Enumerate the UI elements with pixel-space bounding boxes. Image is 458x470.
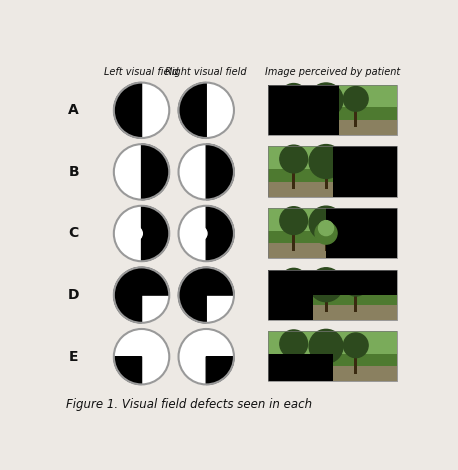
Circle shape bbox=[179, 144, 234, 200]
Wedge shape bbox=[206, 357, 234, 384]
Bar bbox=[268, 208, 397, 258]
Text: B: B bbox=[69, 165, 79, 179]
Text: E: E bbox=[69, 350, 78, 364]
Bar bbox=[268, 181, 397, 196]
Circle shape bbox=[344, 86, 368, 111]
Circle shape bbox=[280, 84, 308, 111]
Bar bbox=[292, 339, 295, 374]
Bar bbox=[268, 85, 397, 108]
Circle shape bbox=[114, 267, 169, 323]
Text: Left visual field: Left visual field bbox=[104, 67, 179, 77]
Wedge shape bbox=[206, 144, 234, 200]
Circle shape bbox=[114, 329, 169, 384]
Bar bbox=[325, 277, 327, 312]
Bar bbox=[292, 216, 295, 251]
Circle shape bbox=[319, 220, 333, 235]
Wedge shape bbox=[142, 144, 169, 200]
Bar bbox=[354, 93, 357, 127]
Wedge shape bbox=[179, 267, 234, 323]
Bar bbox=[268, 243, 397, 258]
Bar bbox=[325, 154, 327, 189]
Bar bbox=[268, 147, 397, 196]
Bar bbox=[268, 147, 397, 196]
Circle shape bbox=[280, 145, 308, 173]
Circle shape bbox=[280, 330, 308, 358]
Bar bbox=[333, 147, 397, 196]
Bar bbox=[268, 120, 397, 135]
Circle shape bbox=[309, 206, 343, 240]
Circle shape bbox=[309, 329, 343, 363]
Bar bbox=[325, 216, 327, 251]
Circle shape bbox=[179, 267, 234, 323]
Bar bbox=[292, 154, 295, 189]
Circle shape bbox=[179, 329, 234, 384]
Text: A: A bbox=[68, 103, 79, 118]
Circle shape bbox=[193, 227, 207, 241]
Circle shape bbox=[344, 148, 368, 173]
Circle shape bbox=[114, 83, 169, 138]
Bar bbox=[268, 147, 397, 169]
Text: Image perceived by patient: Image perceived by patient bbox=[265, 67, 400, 77]
Circle shape bbox=[309, 83, 343, 117]
Circle shape bbox=[179, 206, 234, 261]
Circle shape bbox=[309, 145, 343, 179]
Bar bbox=[354, 277, 357, 312]
Bar bbox=[268, 270, 397, 320]
Circle shape bbox=[315, 222, 337, 244]
Bar bbox=[268, 270, 397, 320]
Circle shape bbox=[280, 207, 308, 235]
Circle shape bbox=[309, 268, 343, 302]
Bar bbox=[354, 216, 357, 251]
Bar bbox=[268, 85, 397, 135]
Circle shape bbox=[114, 206, 169, 261]
Wedge shape bbox=[114, 83, 142, 138]
Circle shape bbox=[344, 271, 368, 296]
Bar bbox=[325, 93, 327, 127]
Text: Right visual field: Right visual field bbox=[165, 67, 247, 77]
Wedge shape bbox=[114, 267, 169, 323]
Text: C: C bbox=[69, 227, 79, 241]
Bar bbox=[268, 270, 397, 292]
Bar bbox=[354, 154, 357, 189]
Bar bbox=[268, 305, 397, 320]
Circle shape bbox=[114, 144, 169, 200]
Bar bbox=[292, 93, 295, 127]
Bar bbox=[268, 331, 397, 354]
Bar bbox=[354, 339, 357, 374]
Wedge shape bbox=[179, 83, 206, 138]
Bar bbox=[268, 354, 333, 381]
Circle shape bbox=[344, 210, 368, 235]
Bar bbox=[268, 208, 397, 258]
Bar bbox=[268, 85, 339, 135]
Circle shape bbox=[280, 268, 308, 296]
Text: Figure 1. Visual field defects seen in each: Figure 1. Visual field defects seen in e… bbox=[66, 398, 312, 411]
Wedge shape bbox=[206, 206, 234, 261]
Text: D: D bbox=[68, 288, 80, 302]
Circle shape bbox=[179, 83, 234, 138]
Bar bbox=[268, 208, 397, 231]
Bar bbox=[268, 295, 313, 320]
Bar bbox=[325, 339, 327, 374]
Circle shape bbox=[128, 227, 142, 241]
Wedge shape bbox=[114, 357, 142, 384]
Bar bbox=[268, 366, 397, 381]
Wedge shape bbox=[142, 206, 169, 261]
Bar bbox=[326, 208, 397, 258]
Bar bbox=[292, 277, 295, 312]
Bar bbox=[268, 331, 397, 381]
Circle shape bbox=[344, 333, 368, 358]
Bar bbox=[268, 331, 397, 381]
Bar bbox=[268, 270, 397, 295]
Bar bbox=[268, 85, 397, 135]
